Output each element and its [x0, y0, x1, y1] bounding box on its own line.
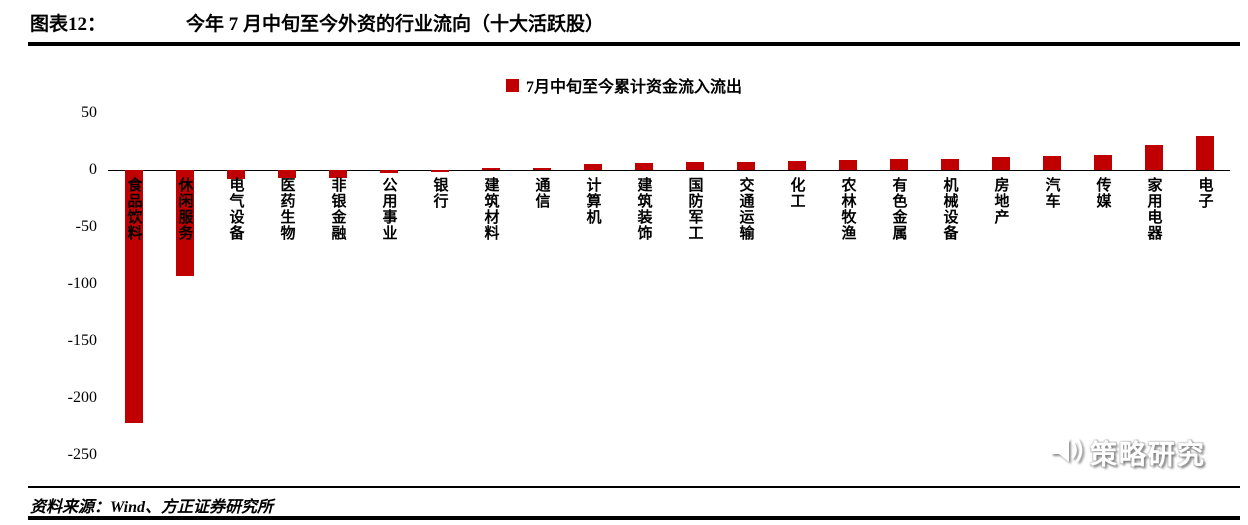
watermark-text: 策略研究: [1090, 440, 1206, 470]
category-label: 国防军工: [686, 177, 703, 241]
bar: [430, 170, 449, 173]
source-line: 资料来源：Wind、方正证券研究所: [30, 499, 273, 516]
footer-divider-top: [28, 486, 1240, 488]
plot-area: 食品饮料 休闲服务 电气设备 医药生物 非银金融 公用事业 银行 建筑材料 通信 计算机 建筑装饰 国…: [108, 113, 1230, 455]
category-label: 非银金融: [329, 177, 346, 241]
watermark: 策略研究: [1048, 433, 1206, 472]
bar: [1144, 144, 1163, 170]
category-label: 休闲服务: [176, 177, 193, 241]
category-label: 家用电器: [1145, 177, 1162, 241]
category-label: 建筑装饰: [635, 177, 652, 241]
y-tick-label: 0: [89, 161, 97, 178]
bar: [940, 158, 959, 170]
bar: [226, 170, 245, 180]
category-label: 机械设备: [941, 177, 958, 241]
category-label: 建筑材料: [482, 177, 499, 241]
y-axis: 50 0 -50 -100 -150 -200 -250: [48, 104, 97, 463]
bar: [124, 170, 143, 424]
bar: [634, 163, 653, 170]
y-tick-label: -250: [67, 446, 97, 463]
bar: [277, 170, 296, 178]
chart-legend: 7月中旬至今累计资金流入流出: [505, 73, 743, 97]
category-label: 传媒: [1094, 177, 1111, 209]
bar: [175, 170, 194, 277]
bar: [685, 162, 704, 170]
category-label: 化工: [788, 177, 805, 209]
category-label: 电子: [1196, 177, 1213, 209]
figure-label: 图表12：: [30, 14, 107, 35]
category-label: 交通运输: [737, 177, 754, 241]
bar: [379, 170, 398, 174]
category-label: 医药生物: [278, 177, 295, 241]
footer-divider-bottom: [28, 516, 1240, 520]
category-label: 计算机: [584, 177, 601, 225]
bar: [1093, 155, 1112, 170]
category-label: 公用事业: [380, 177, 397, 241]
bar: [481, 167, 500, 170]
y-tick-label: -150: [67, 332, 97, 349]
bar: [328, 170, 347, 178]
bar: [838, 159, 857, 170]
y-tick-label: -50: [75, 218, 97, 235]
y-tick-label: 50: [81, 104, 97, 121]
zero-axis-line: [108, 170, 1230, 171]
category-label: 电气设备: [227, 177, 244, 241]
header-divider: [28, 42, 1240, 46]
category-label: 银行: [431, 177, 448, 209]
figure-header: 图表12： 今年 7 月中旬至今外资的行业流向（十大活跃股）: [30, 9, 604, 36]
category-label: 汽车: [1043, 177, 1060, 209]
figure-title: 今年 7 月中旬至今外资的行业流向（十大活跃股）: [186, 14, 605, 35]
legend-swatch: [505, 78, 519, 92]
bar: [583, 164, 602, 170]
y-tick-label: -200: [67, 389, 97, 406]
category-label: 房地产: [992, 177, 1009, 225]
bar: [532, 167, 551, 170]
legend-label: 7月中旬至今累计资金流入流出: [525, 79, 743, 96]
bar: [991, 157, 1010, 170]
category-label: 有色金属: [890, 177, 907, 241]
bar: [1195, 135, 1214, 170]
y-tick-label: -100: [67, 275, 97, 292]
bar: [889, 158, 908, 170]
category-label: 农林牧渔: [839, 177, 856, 241]
bar: [787, 160, 806, 170]
category-label: 食品饮料: [125, 177, 142, 241]
category-label: 通信: [533, 177, 550, 209]
bar: [736, 162, 755, 170]
megaphone-icon: [1048, 434, 1084, 471]
bar: [1042, 156, 1061, 170]
